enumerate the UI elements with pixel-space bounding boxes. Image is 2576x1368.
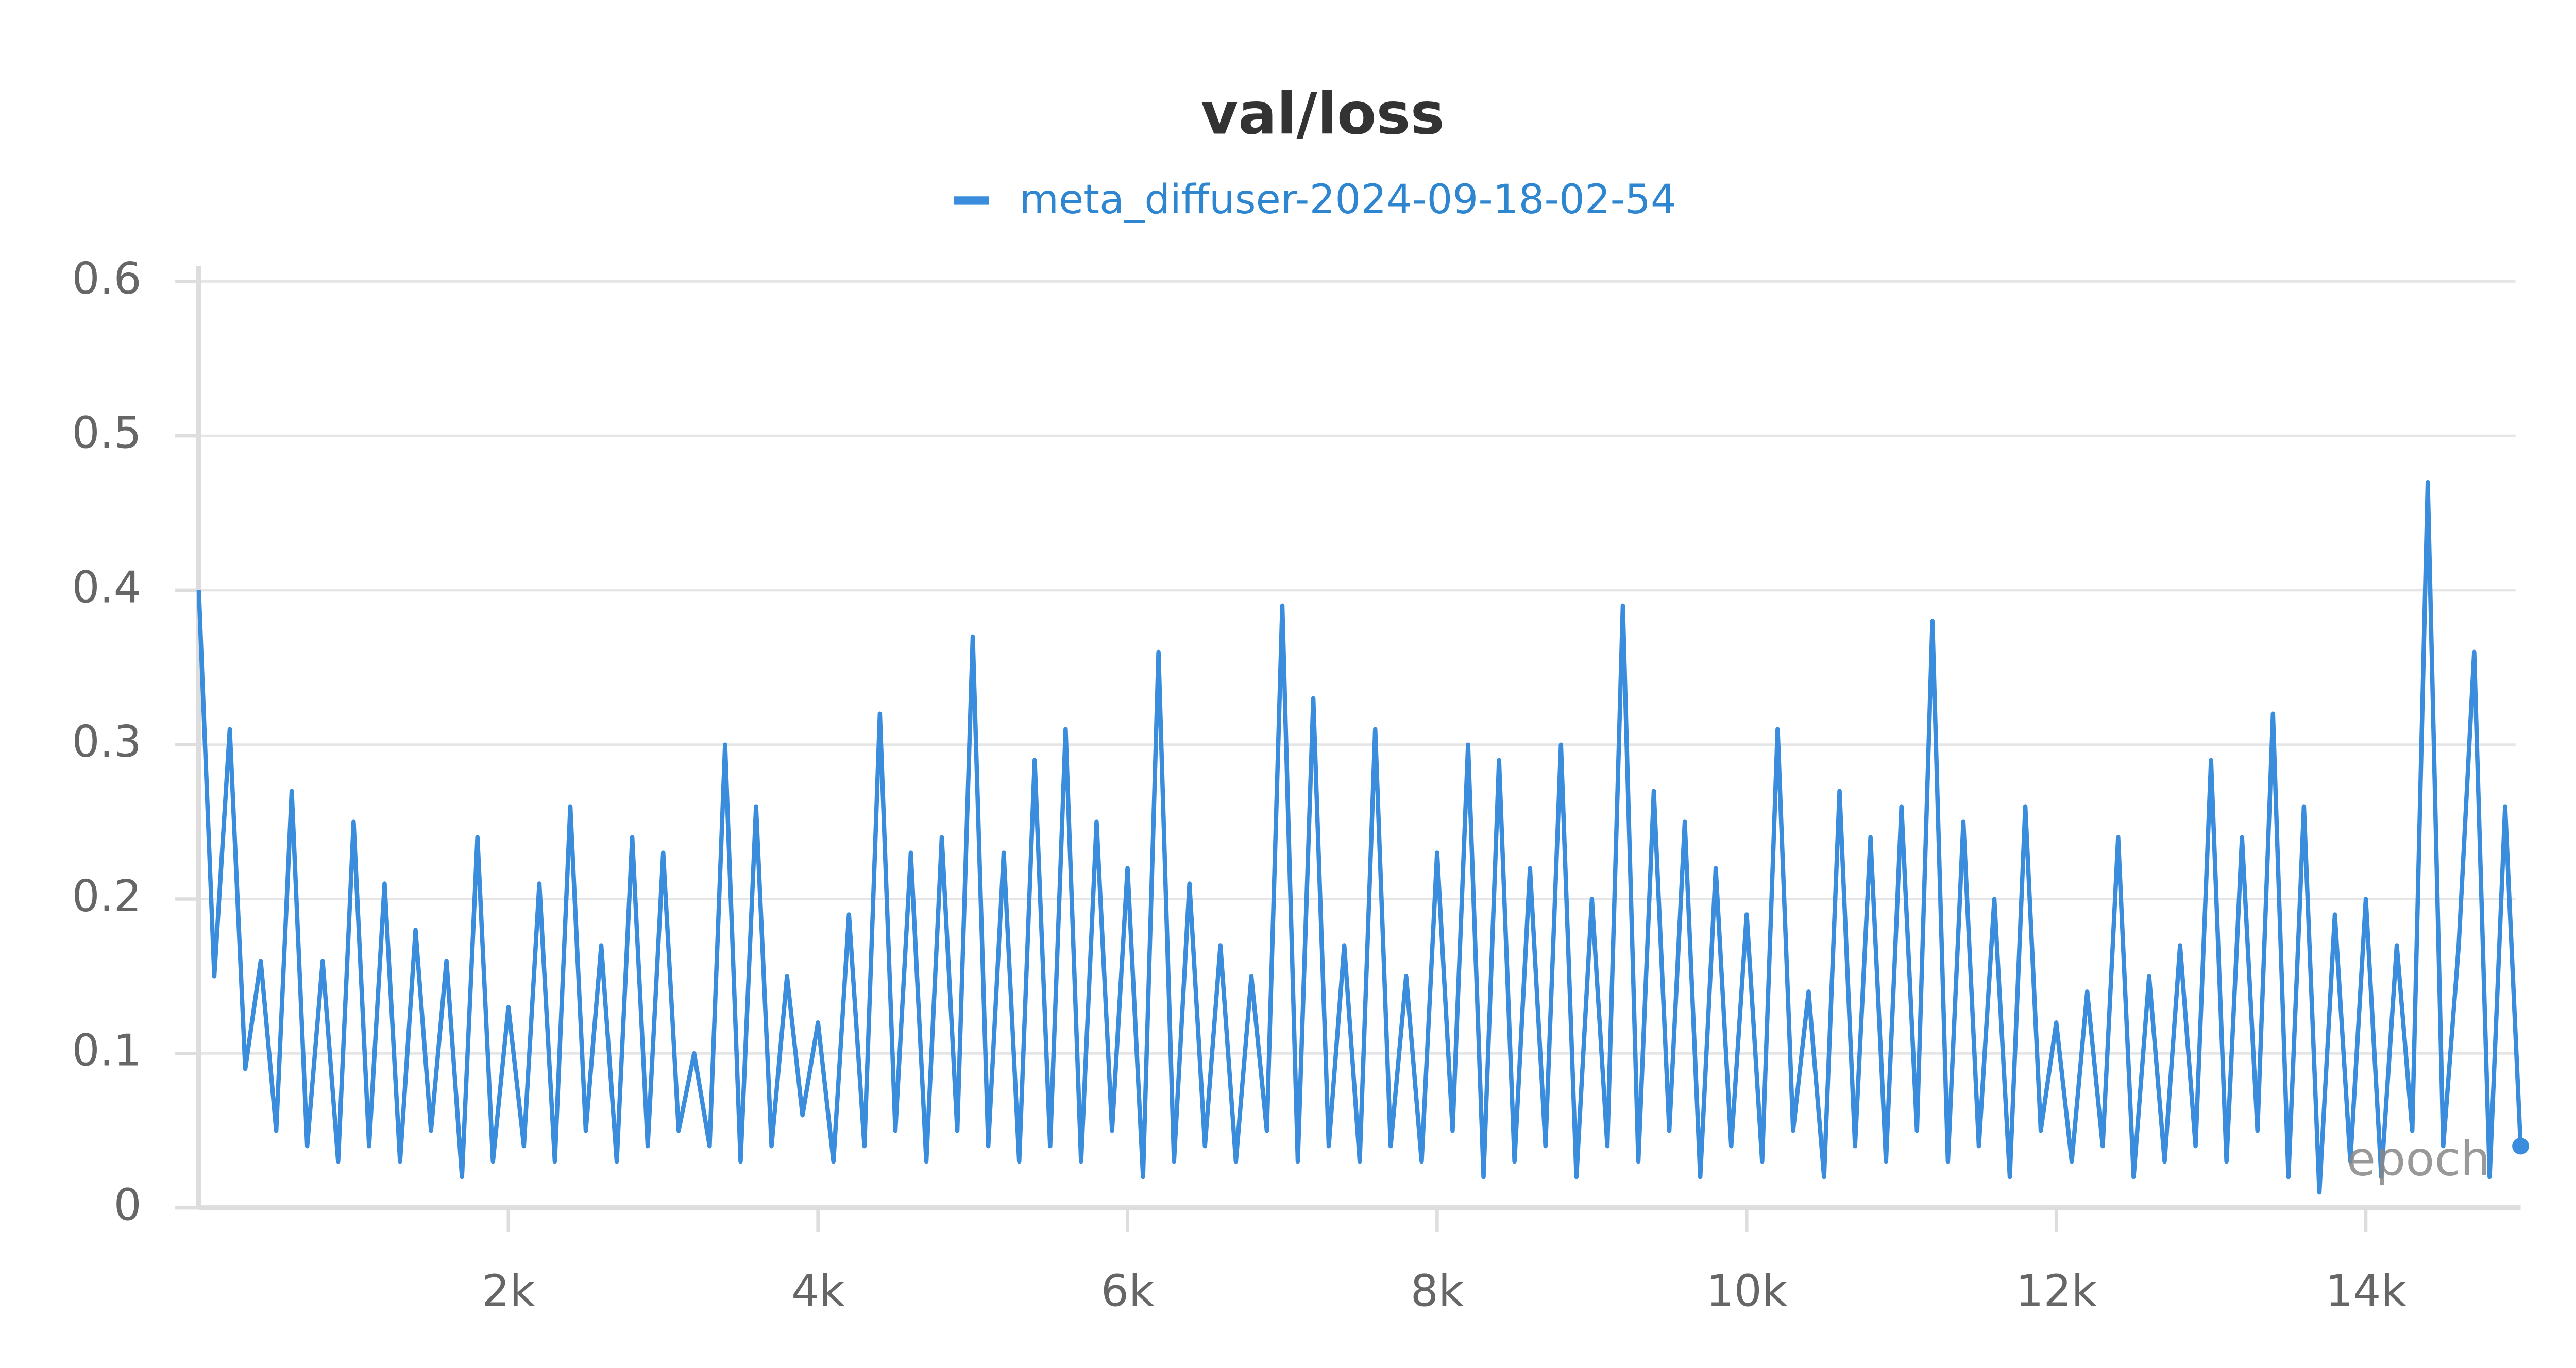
y-tick-label: 0 (114, 1180, 142, 1231)
end-point (2512, 1137, 2529, 1155)
series-line (196, 480, 2523, 1195)
y-tick-label: 0.2 (72, 871, 142, 922)
y-tick-label: 0.4 (72, 562, 142, 613)
x-tick-label: 14k (2325, 1266, 2406, 1316)
legend-label[interactable]: meta_diffuser-2024-09-18-02-54 (1020, 176, 1676, 223)
x-tick-label: 4k (791, 1266, 844, 1316)
x-tick-label: 8k (1411, 1266, 1464, 1316)
x-tick-label: 2k (482, 1266, 535, 1316)
y-tick-label: 0.3 (72, 716, 142, 767)
x-axis-label: epoch (2347, 1132, 2490, 1187)
x-tick-label: 6k (1101, 1266, 1154, 1316)
x-tick-label: 10k (1706, 1266, 1787, 1316)
x-tick-label: 12k (2015, 1266, 2096, 1316)
y-tick-label: 0.1 (72, 1025, 142, 1076)
y-tick-label: 0.6 (72, 253, 142, 304)
chart-title: val/loss (1201, 81, 1445, 147)
y-tick-label: 0.5 (72, 408, 142, 459)
